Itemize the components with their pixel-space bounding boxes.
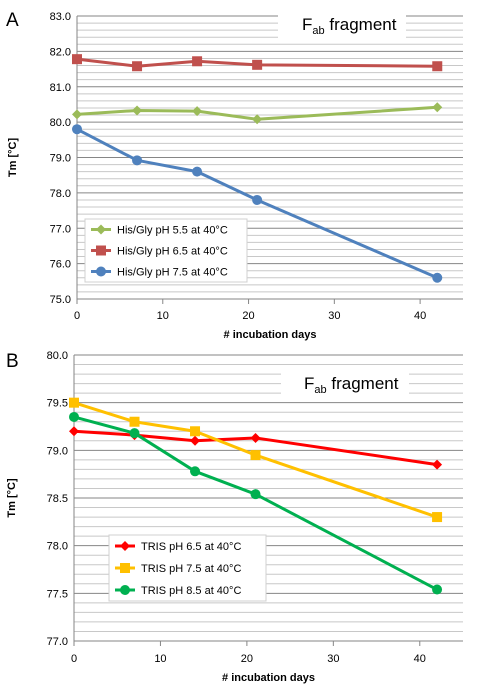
legend-marker (96, 224, 106, 235)
y-axis-title: Tm [°C] (6, 478, 18, 518)
data-point (192, 106, 203, 117)
x-axis-title: # incubation days (224, 329, 317, 341)
data-point (250, 432, 261, 443)
data-point (72, 54, 82, 65)
annotation-text: Fab fragment (302, 15, 397, 37)
data-point (432, 272, 443, 283)
y-tick-label: 77.0 (50, 223, 71, 235)
y-tick-label: 81.0 (50, 82, 71, 94)
legend-item: His/Gly pH 7.5 at 40°C (91, 266, 228, 279)
legend-item: His/Gly pH 6.5 at 40°C (91, 245, 228, 258)
series-1 (72, 102, 443, 125)
legend-label: His/Gly pH 7.5 at 40°C (117, 267, 228, 279)
data-point (69, 397, 79, 408)
data-point (132, 61, 143, 72)
data-point (432, 61, 443, 72)
data-point (190, 435, 201, 446)
y-tick-label: 79.0 (50, 153, 71, 165)
data-point (69, 426, 79, 437)
x-tick-label: 30 (328, 310, 340, 322)
data-point (432, 584, 443, 595)
annotation-text: Fab fragment (304, 374, 399, 396)
legend-marker (120, 563, 130, 573)
y-tick-label: 83.0 (50, 11, 71, 23)
y-tick-label: 80.0 (47, 350, 68, 362)
data-point (72, 124, 82, 135)
legend-marker (96, 245, 106, 256)
chart-panel-b: 77.0 77.5 78.0 78.5 79.0 79.5 80.0 0 10 20 30 40 # i… (6, 350, 463, 684)
y-tick-label: 80.0 (50, 117, 71, 129)
data-point (250, 489, 261, 500)
legend-label: TRIS pH 6.5 at 40°C (141, 541, 241, 553)
legend-box (108, 534, 267, 602)
legend-item: TRIS pH 8.5 at 40°C (115, 585, 241, 597)
panel-label: B (6, 351, 19, 372)
legend: TRIS pH 6.5 at 40°C TRIS pH 7.5 at 40°C TR… (108, 534, 267, 602)
legend: His/Gly pH 5.5 at 40°C His/Gly pH 6.5 at … (84, 218, 248, 283)
x-tick-label: 0 (74, 310, 80, 322)
x-axis-title: # incubation days (222, 672, 315, 684)
series-2 (72, 54, 443, 72)
y-tick-label: 79.5 (47, 398, 68, 410)
legend-item: His/Gly pH 5.5 at 40°C (91, 224, 228, 237)
chart-panel-a: 75.0 76.0 77.0 78.0 79.0 80.0 81.0 82.0 83.0 0 10 2… (6, 10, 463, 341)
legend-marker (120, 585, 130, 595)
legend-label: His/Gly pH 5.5 at 40°C (117, 225, 228, 237)
y-tick-label: 75.0 (50, 294, 71, 306)
legend-label: His/Gly pH 6.5 at 40°C (117, 246, 228, 258)
x-tick-label: 30 (327, 653, 339, 665)
y-tick-label: 76.0 (50, 259, 71, 271)
y-tick-label: 77.0 (47, 636, 68, 648)
data-point (69, 411, 79, 422)
legend-box (84, 218, 248, 283)
data-point (132, 105, 143, 116)
x-tick-label: 20 (242, 310, 254, 322)
data-point (190, 426, 201, 437)
data-point (432, 102, 443, 113)
x-tick-label: 40 (414, 653, 426, 665)
series-2 (69, 397, 443, 523)
data-point (132, 155, 143, 166)
y-tick-label: 82.0 (50, 46, 71, 58)
x-tick-label: 10 (157, 310, 169, 322)
x-tick-label: 10 (154, 653, 166, 665)
data-point (432, 512, 443, 523)
y-tick-label: 78.5 (47, 493, 68, 505)
data-point (129, 416, 140, 427)
legend-label: TRIS pH 8.5 at 40°C (141, 585, 241, 597)
x-tick-label: 40 (414, 310, 426, 322)
x-tick-label: 20 (241, 653, 253, 665)
annotation-box (281, 370, 409, 398)
y-tick-label: 77.5 (47, 588, 68, 600)
x-tick-label: 0 (71, 653, 77, 665)
data-point (129, 428, 140, 439)
y-tick-label: 78.0 (47, 541, 68, 553)
panel-label: A (6, 10, 19, 31)
data-point (190, 466, 201, 477)
data-point (250, 450, 261, 461)
legend-item: TRIS pH 6.5 at 40°C (115, 541, 241, 553)
data-point (72, 109, 82, 120)
data-point (252, 194, 263, 205)
data-point (252, 59, 263, 70)
legend-item: TRIS pH 7.5 at 40°C (115, 563, 241, 575)
legend-label: TRIS pH 7.5 at 40°C (141, 563, 241, 575)
annotation-box (278, 11, 406, 39)
y-tick-label: 78.0 (50, 188, 71, 200)
data-point (432, 459, 443, 470)
y-tick-label: 79.0 (47, 445, 68, 457)
data-point (192, 166, 203, 177)
series-1 (69, 426, 443, 470)
series-3 (72, 124, 443, 283)
data-point (192, 56, 203, 67)
series-3 (69, 411, 443, 595)
data-point (252, 114, 263, 125)
legend-marker (96, 266, 106, 277)
y-axis-title: Tm [°C] (7, 138, 19, 178)
legend-marker (120, 541, 130, 551)
